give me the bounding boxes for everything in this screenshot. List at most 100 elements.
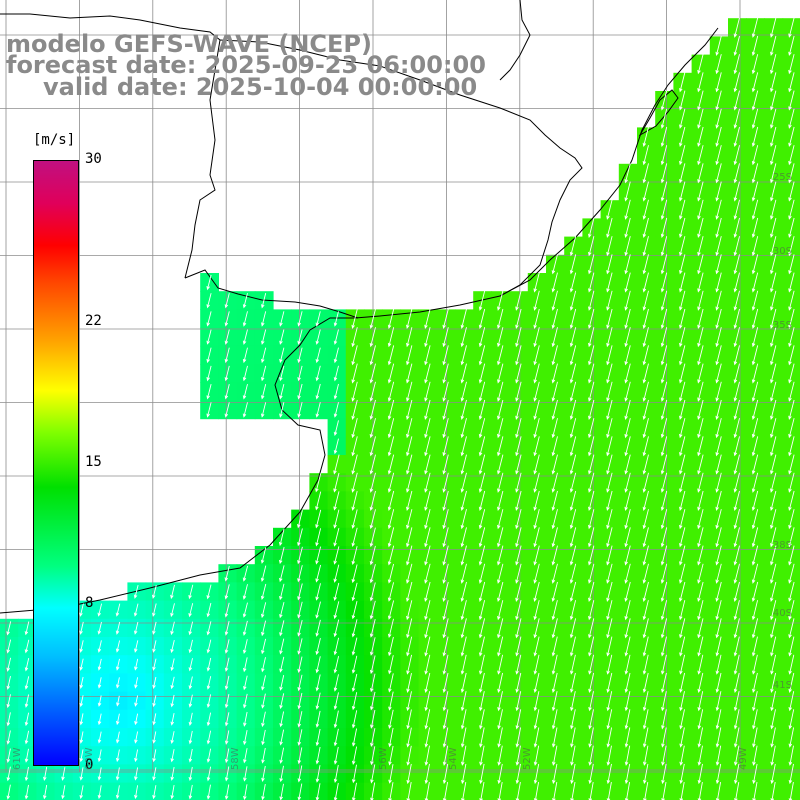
wind-arrow: [733, 72, 740, 93]
wind-arrow: [333, 546, 340, 565]
wind-arrow: [260, 565, 267, 583]
wind-arrow: [733, 745, 740, 766]
wind-arrow: [188, 584, 194, 600]
wind-arrow: [170, 767, 175, 781]
wind-arrow: [387, 418, 395, 439]
wind-arrow: [79, 713, 84, 726]
wind-arrow: [588, 600, 595, 621]
wind-arrow: [478, 327, 486, 348]
wind-arrow: [624, 345, 631, 366]
wind-arrow: [788, 272, 795, 293]
wind-arrow: [387, 527, 395, 548]
wind-arrow: [606, 418, 613, 439]
wind-arrow: [733, 381, 740, 402]
wind-arrow: [733, 308, 740, 330]
wind-arrow: [679, 126, 686, 148]
wind-arrow: [770, 90, 777, 111]
wind-arrow: [661, 672, 667, 694]
wind-arrow: [79, 731, 84, 744]
wind-arrow: [6, 784, 11, 800]
wind-arrow: [642, 436, 649, 457]
wind-arrow: [733, 126, 740, 148]
wind-arrow: [606, 199, 613, 220]
wind-arrow: [660, 436, 668, 457]
wind-arrow: [97, 603, 103, 617]
wind-arrow: [460, 691, 467, 712]
forecast-date: forecast date: 2025-09-23 06:00:00: [6, 51, 486, 79]
wind-arrow: [569, 308, 577, 330]
wind-arrow: [497, 418, 504, 439]
wind-arrow: [79, 658, 84, 671]
wind-arrow: [697, 199, 704, 220]
wind-arrow: [679, 709, 685, 730]
wind-arrow: [569, 399, 577, 421]
wind-arrow: [442, 436, 449, 457]
wind-arrow: [515, 490, 522, 512]
wind-arrow: [261, 747, 266, 764]
wind-arrow: [642, 381, 649, 402]
wind-arrow: [660, 181, 668, 202]
wind-arrow: [660, 199, 668, 220]
wind-arrow: [624, 199, 631, 220]
wind-arrow: [533, 745, 540, 766]
wind-arrow: [588, 581, 595, 603]
wind-arrow: [551, 490, 558, 512]
wind-arrow: [460, 399, 467, 421]
wind-arrow: [551, 691, 558, 712]
wind-arrow: [351, 381, 358, 402]
wind-arrow: [569, 636, 576, 657]
wind-arrow: [660, 363, 668, 384]
wind-arrow: [387, 381, 395, 402]
wind-arrow: [478, 636, 485, 657]
wind-arrow: [533, 381, 540, 402]
wind-arrow: [715, 327, 722, 348]
wind-arrow: [497, 472, 504, 493]
wind-arrow: [642, 654, 649, 675]
wind-arrow: [479, 763, 485, 785]
wind-arrow: [351, 692, 358, 711]
wind-arrow: [588, 345, 595, 366]
wind-arrow: [697, 72, 704, 93]
wind-arrow: [424, 327, 431, 348]
wind-arrow: [261, 765, 266, 783]
wind-arrow: [624, 436, 631, 457]
wind-arrow: [569, 490, 577, 512]
wind-arrow: [642, 199, 649, 220]
wind-arrow: [679, 509, 686, 530]
wind-arrow: [751, 35, 759, 57]
wind-arrow: [588, 236, 595, 257]
wind-arrow: [115, 621, 121, 635]
wind-arrow: [134, 677, 139, 689]
wind-arrow: [751, 563, 759, 584]
colorbar-tick-label: 8: [85, 595, 94, 612]
wind-arrow: [697, 454, 704, 475]
wind-arrow: [788, 126, 795, 148]
wind-arrow: [406, 381, 413, 402]
wind-arrow: [79, 603, 84, 617]
wind-arrow: [752, 691, 758, 712]
longitude-label: 61W: [12, 747, 23, 770]
wind-arrow: [733, 527, 740, 548]
wind-arrow: [243, 693, 248, 709]
wind-arrow: [261, 620, 267, 637]
wind-arrow: [660, 636, 667, 657]
wind-arrow: [242, 620, 248, 636]
wind-arrow: [697, 618, 704, 639]
wind-arrow: [424, 509, 431, 530]
wind-arrow: [333, 764, 339, 784]
wind-arrow: [279, 583, 285, 601]
wind-arrow: [697, 108, 704, 129]
wind-arrow: [115, 658, 120, 671]
wind-arrow: [588, 363, 595, 384]
wind-arrow: [660, 399, 668, 421]
wind-arrow: [533, 418, 540, 439]
wind-arrow: [388, 727, 394, 748]
wind-arrow: [788, 672, 795, 694]
wind-arrow: [242, 402, 248, 418]
wind-arrow: [388, 745, 394, 766]
wind-arrow: [97, 658, 102, 671]
latitude-label: 30S: [772, 246, 792, 257]
wind-arrow: [751, 600, 759, 621]
wind-arrow: [515, 581, 522, 603]
wind-arrow: [351, 472, 358, 493]
